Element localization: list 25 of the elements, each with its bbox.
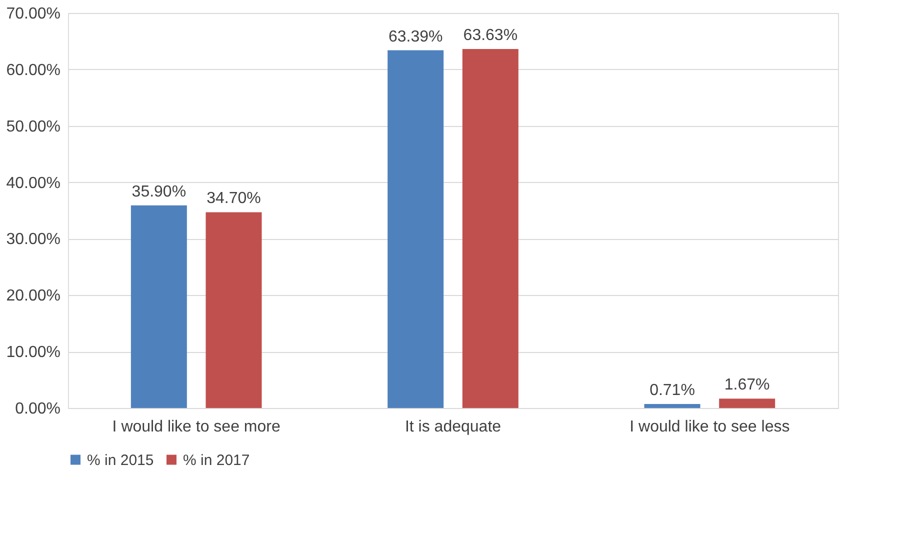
x-tick-label: It is adequate	[404, 418, 502, 436]
y-tick-label: 70.00%	[6, 6, 60, 22]
y-tick-label: 40.00%	[6, 174, 60, 192]
data-label: 1.67%	[724, 376, 770, 394]
data-label: 34.70%	[206, 190, 261, 208]
data-label: 0.71%	[650, 382, 695, 399]
y-tick-label: 60.00%	[6, 62, 60, 79]
data-label: 35.90%	[132, 183, 186, 200]
y-tick-label: 0.00%	[15, 400, 60, 418]
legend-label: % in 2015	[87, 452, 154, 469]
data-label: 63.63%	[463, 26, 518, 44]
y-tick-label: 20.00%	[6, 288, 60, 305]
bar	[130, 205, 187, 408]
bar	[719, 398, 776, 408]
y-tick-label: 30.00%	[6, 231, 60, 248]
x-tick-label: I would like to see less	[630, 418, 790, 436]
y-tick-label: 10.00%	[6, 344, 60, 362]
x-tick-label: I would like to see more	[112, 418, 280, 436]
data-label: 63.39%	[388, 28, 443, 46]
bar	[388, 50, 444, 408]
bar	[644, 404, 700, 408]
bar	[462, 48, 518, 408]
y-tick-label: 50.00%	[6, 118, 60, 136]
bar	[206, 212, 262, 408]
legend-label: % in 2017	[183, 452, 250, 469]
